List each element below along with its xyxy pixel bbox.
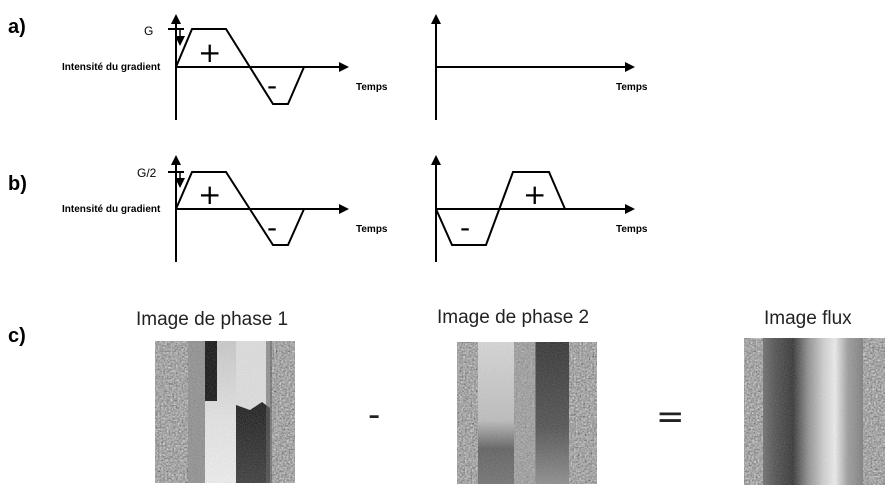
panel-a-left-time-label: Temps [356, 82, 388, 93]
phase-image-1 [155, 341, 295, 483]
panel-b-left-plus-lobe: + [198, 178, 221, 211]
panel-b-right-time-label: Temps [616, 224, 648, 235]
panel-b-left-waveform [175, 171, 305, 246]
minus-operator: - [368, 395, 380, 435]
panel-a-amplitude-label: G [144, 24, 153, 38]
equals-operator: = [656, 397, 685, 437]
panel-c-label: c) [8, 325, 26, 347]
panel-b-amplitude-label: G/2 [137, 166, 157, 180]
panel-c: c) Image de phase 1 Image de phase 2 Ima… [8, 307, 885, 485]
panel-a-plus-lobe: + [198, 36, 221, 69]
panel-b-label: b) [8, 173, 27, 195]
panel-a-minus-lobe: - [267, 69, 277, 102]
flux-image-caption: Image flux [764, 308, 852, 329]
panel-a-label: a) [8, 16, 26, 38]
panel-b-left-minus-lobe: - [267, 211, 277, 244]
panel-b: b) G/2 Intensité du gradient Temps + - T… [8, 155, 648, 262]
phase-image-2-caption: Image de phase 2 [437, 307, 589, 328]
flux-image [744, 338, 885, 485]
phase-image-2 [457, 342, 597, 484]
panel-a-y-label: Intensité du gradient [62, 62, 161, 73]
panel-b-right-minus-lobe: - [460, 211, 470, 244]
phase-image-1-caption: Image de phase 1 [136, 309, 288, 330]
panel-b-y-label: Intensité du gradient [62, 204, 161, 215]
panel-a: a) G Intensité du gradient Temps + - Tem… [8, 14, 648, 120]
panel-b-left-time-label: Temps [356, 224, 388, 235]
panel-b-right-waveform [435, 171, 566, 246]
panel-a-right-time-label: Temps [616, 82, 648, 93]
panel-b-right-plus-lobe: + [523, 178, 546, 211]
panel-a-left-waveform [175, 28, 305, 105]
